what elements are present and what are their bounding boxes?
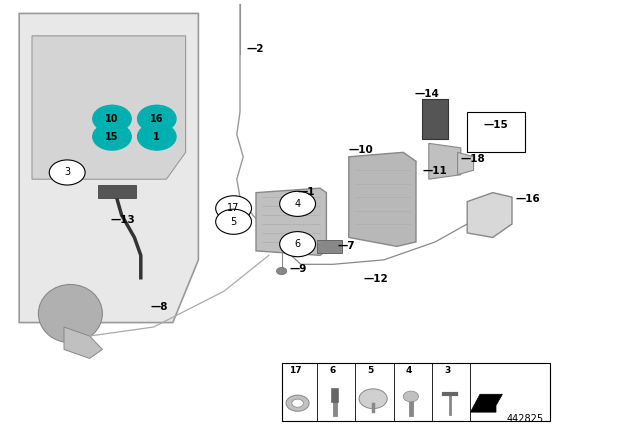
Text: —14: —14 xyxy=(415,89,440,99)
Polygon shape xyxy=(429,143,461,179)
Circle shape xyxy=(359,389,387,409)
Circle shape xyxy=(280,191,316,216)
Polygon shape xyxy=(32,36,186,179)
Text: 6: 6 xyxy=(294,239,301,249)
Circle shape xyxy=(286,395,309,411)
Circle shape xyxy=(280,232,316,257)
Polygon shape xyxy=(458,152,474,175)
Text: 10: 10 xyxy=(105,114,119,124)
Text: 3: 3 xyxy=(64,168,70,177)
Text: 3: 3 xyxy=(444,366,451,375)
Circle shape xyxy=(216,209,252,234)
Polygon shape xyxy=(422,99,448,139)
Text: —1: —1 xyxy=(298,187,315,197)
Text: —12: —12 xyxy=(364,274,388,284)
Text: —7: —7 xyxy=(337,241,355,250)
Polygon shape xyxy=(19,13,198,323)
Text: 1: 1 xyxy=(154,132,160,142)
Circle shape xyxy=(138,105,176,132)
Circle shape xyxy=(138,123,176,150)
Text: —11: —11 xyxy=(422,166,447,176)
Text: —10: —10 xyxy=(349,145,374,155)
Circle shape xyxy=(49,160,85,185)
Polygon shape xyxy=(317,240,342,253)
FancyBboxPatch shape xyxy=(98,185,136,198)
Text: —13: —13 xyxy=(110,215,135,224)
Text: 5: 5 xyxy=(367,366,374,375)
Ellipse shape xyxy=(38,284,102,343)
Text: 5: 5 xyxy=(230,217,237,227)
Circle shape xyxy=(216,196,252,221)
Text: 442825: 442825 xyxy=(506,414,543,424)
Text: 17: 17 xyxy=(227,203,240,213)
Circle shape xyxy=(93,123,131,150)
Text: 16: 16 xyxy=(150,114,164,124)
Text: 15: 15 xyxy=(105,132,119,142)
Text: 4: 4 xyxy=(294,199,301,209)
Polygon shape xyxy=(349,152,416,246)
Text: 17: 17 xyxy=(289,366,301,375)
Circle shape xyxy=(403,391,419,402)
Text: 6: 6 xyxy=(330,366,336,375)
Polygon shape xyxy=(256,188,326,255)
Circle shape xyxy=(276,267,287,275)
Text: —18: —18 xyxy=(461,154,486,164)
Text: —8: —8 xyxy=(150,302,168,312)
Polygon shape xyxy=(467,193,512,237)
Text: —15: —15 xyxy=(483,121,508,130)
Text: —9: —9 xyxy=(289,264,307,274)
Polygon shape xyxy=(64,327,102,358)
Text: 4: 4 xyxy=(405,366,412,375)
Polygon shape xyxy=(470,394,502,412)
Text: —16: —16 xyxy=(515,194,540,204)
Text: —2: —2 xyxy=(246,44,264,54)
FancyBboxPatch shape xyxy=(282,363,550,421)
Circle shape xyxy=(93,105,131,132)
Circle shape xyxy=(292,399,303,407)
